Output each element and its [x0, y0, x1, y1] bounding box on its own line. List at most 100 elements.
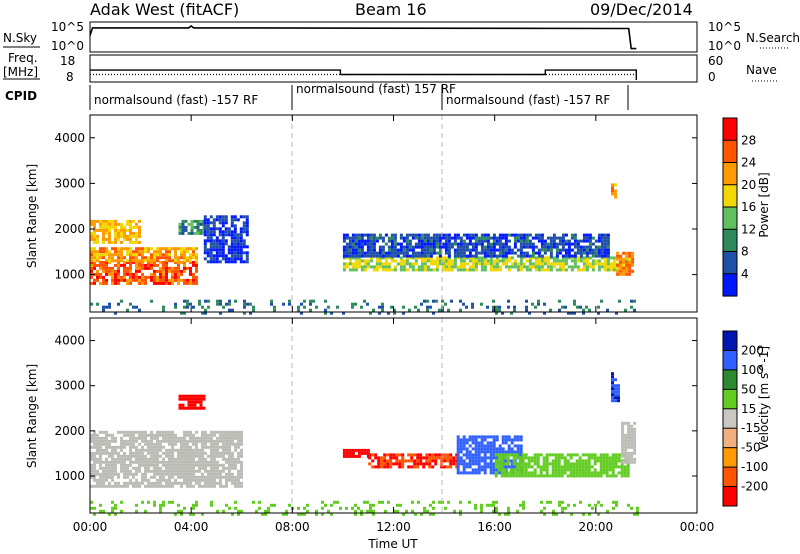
- heatmap-cell-region-2: [135, 234, 138, 238]
- heatmap-cell-region-5: [444, 259, 448, 263]
- heatmap-cell-region-0: [213, 463, 216, 467]
- heatmap-cell-region-0: [111, 281, 114, 285]
- heatmap-cell-region-9: [537, 299, 540, 303]
- heatmap-cell-region-5: [506, 456, 510, 460]
- heatmap-cell-region-1: [90, 250, 93, 254]
- heatmap-cell-region-0: [180, 269, 183, 273]
- heatmap-cell-region-6: [576, 239, 580, 243]
- heatmap-cell-region-8: [234, 506, 237, 510]
- heatmap-cell-region-7: [630, 442, 634, 446]
- heatmap-cell-region-6: [549, 254, 553, 258]
- heatmap-cell-region-5: [614, 459, 618, 463]
- heatmap-cell-region-6: [486, 239, 490, 243]
- heatmap-cell-region-6: [486, 251, 490, 255]
- heatmap-cell-region-1: [190, 394, 194, 398]
- heatmap-cell-region-6: [351, 248, 355, 252]
- heatmap-cell-region-0: [90, 445, 93, 449]
- heatmap-cell-region-6: [462, 233, 466, 237]
- heatmap-cell-region-5: [561, 262, 565, 266]
- heatmap-cell-region-7: [624, 451, 628, 455]
- heatmap-cell-region-1: [183, 253, 186, 257]
- heatmap-cell-region-1: [187, 397, 191, 401]
- heatmap-cell-region-0: [135, 454, 138, 458]
- x-tick-label: 20:00: [579, 520, 614, 534]
- heatmap-cell-region-0: [168, 430, 171, 434]
- heatmap-cell-region-2: [138, 231, 141, 235]
- heatmap-cell-region-5: [540, 262, 544, 266]
- heatmap-cell-region-6: [471, 248, 475, 252]
- heatmap-cell-region-0: [189, 281, 192, 285]
- heatmap-cell-region-9: [435, 299, 438, 303]
- heatmap-cell-region-6: [417, 236, 421, 240]
- heatmap-cell-region-5: [578, 474, 582, 478]
- heatmap-cell-region-2: [138, 234, 141, 238]
- heatmap-cell-region-6: [423, 233, 427, 237]
- heatmap-cell-region-5: [563, 456, 567, 460]
- heatmap-cell-region-5: [438, 262, 442, 266]
- heatmap-cell-region-6: [408, 242, 412, 246]
- heatmap-cell-region-8: [516, 509, 519, 513]
- heatmap-cell-region-0: [189, 454, 192, 458]
- heatmap-cell-region-6: [489, 236, 493, 240]
- heatmap-cell-region-4: [480, 438, 484, 442]
- heatmap-cell-region-0: [120, 463, 123, 467]
- heatmap-cell-region-6: [405, 239, 409, 243]
- heatmap-cell-region-7: [627, 460, 631, 464]
- heatmap-cell-region-2: [102, 237, 105, 241]
- heatmap-cell-region-6: [456, 254, 460, 258]
- heatmap-cell-region-9: [288, 299, 291, 303]
- heatmap-cell-region-2: [135, 231, 138, 235]
- heatmap-cell-region-5: [462, 268, 466, 272]
- heatmap-cell-region-6: [363, 233, 367, 237]
- heatmap-cell-region-8: [619, 254, 623, 258]
- heatmap-cell-region-0: [165, 260, 168, 264]
- heatmap-cell-region-0: [114, 281, 117, 285]
- heatmap-cell-region-0: [105, 457, 108, 461]
- heatmap-cell-region-4: [513, 435, 517, 439]
- heatmap-cell-region-0: [174, 472, 177, 476]
- heatmap-cell-region-0: [177, 436, 180, 440]
- heatmap-cell-region-0: [129, 278, 132, 282]
- heatmap-cell-region-4: [224, 260, 228, 264]
- heatmap-cell-region-5: [590, 453, 594, 457]
- heatmap-cell-region-0: [195, 436, 198, 440]
- heatmap-cell-region-6: [537, 254, 541, 258]
- heatmap-cell-region-0: [234, 484, 237, 488]
- x-tick-label: 04:00: [174, 520, 209, 534]
- heatmap-cell-region-0: [147, 484, 150, 488]
- heatmap-cell-region-3: [392, 456, 396, 460]
- heatmap-cell-region-0: [105, 439, 108, 443]
- heatmap-cell-region-0: [216, 466, 219, 470]
- heatmap-cell-region-5: [573, 265, 577, 269]
- heatmap-cell-region-5: [594, 262, 598, 266]
- heatmap-cell-region-0: [138, 278, 141, 282]
- heatmap-cell-region-0: [150, 448, 153, 452]
- heatmap-cell-region-8: [372, 503, 375, 507]
- heatmap-cell-region-6: [414, 242, 418, 246]
- heatmap-cell-region-0: [171, 272, 174, 276]
- heatmap-cell-region-5: [429, 259, 433, 263]
- heatmap-cell-region-5: [519, 265, 523, 269]
- heatmap-cell-region-8: [414, 512, 417, 516]
- heatmap-cell-region-0: [165, 481, 168, 485]
- heatmap-cell-region-8: [300, 512, 303, 516]
- heatmap-cell-region-0: [216, 451, 219, 455]
- heatmap-cell-region-5: [510, 265, 514, 269]
- heatmap-cell-region-4: [227, 230, 231, 234]
- heatmap-cell-region-0: [117, 266, 120, 270]
- heatmap-cell-region-5: [572, 462, 576, 466]
- heatmap-cell-region-6: [519, 239, 523, 243]
- heatmap-cell-region-9: [252, 305, 255, 309]
- heatmap-cell-region-3: [371, 453, 375, 457]
- heatmap-cell-region-0: [90, 266, 93, 270]
- heatmap-cell-region-0: [129, 260, 132, 264]
- heatmap-cell-region-2: [129, 237, 132, 241]
- heatmap-cell-region-8: [492, 509, 495, 513]
- heatmap-cell-region-6: [525, 239, 529, 243]
- heatmap-cell-region-0: [222, 451, 225, 455]
- heatmap-cell-region-4: [233, 227, 237, 231]
- heatmap-cell-region-4: [233, 233, 237, 237]
- nsky-tick-bottom: 10^0: [51, 39, 84, 53]
- heatmap-cell-region-5: [351, 256, 355, 260]
- heatmap-cell-region-0: [150, 278, 153, 282]
